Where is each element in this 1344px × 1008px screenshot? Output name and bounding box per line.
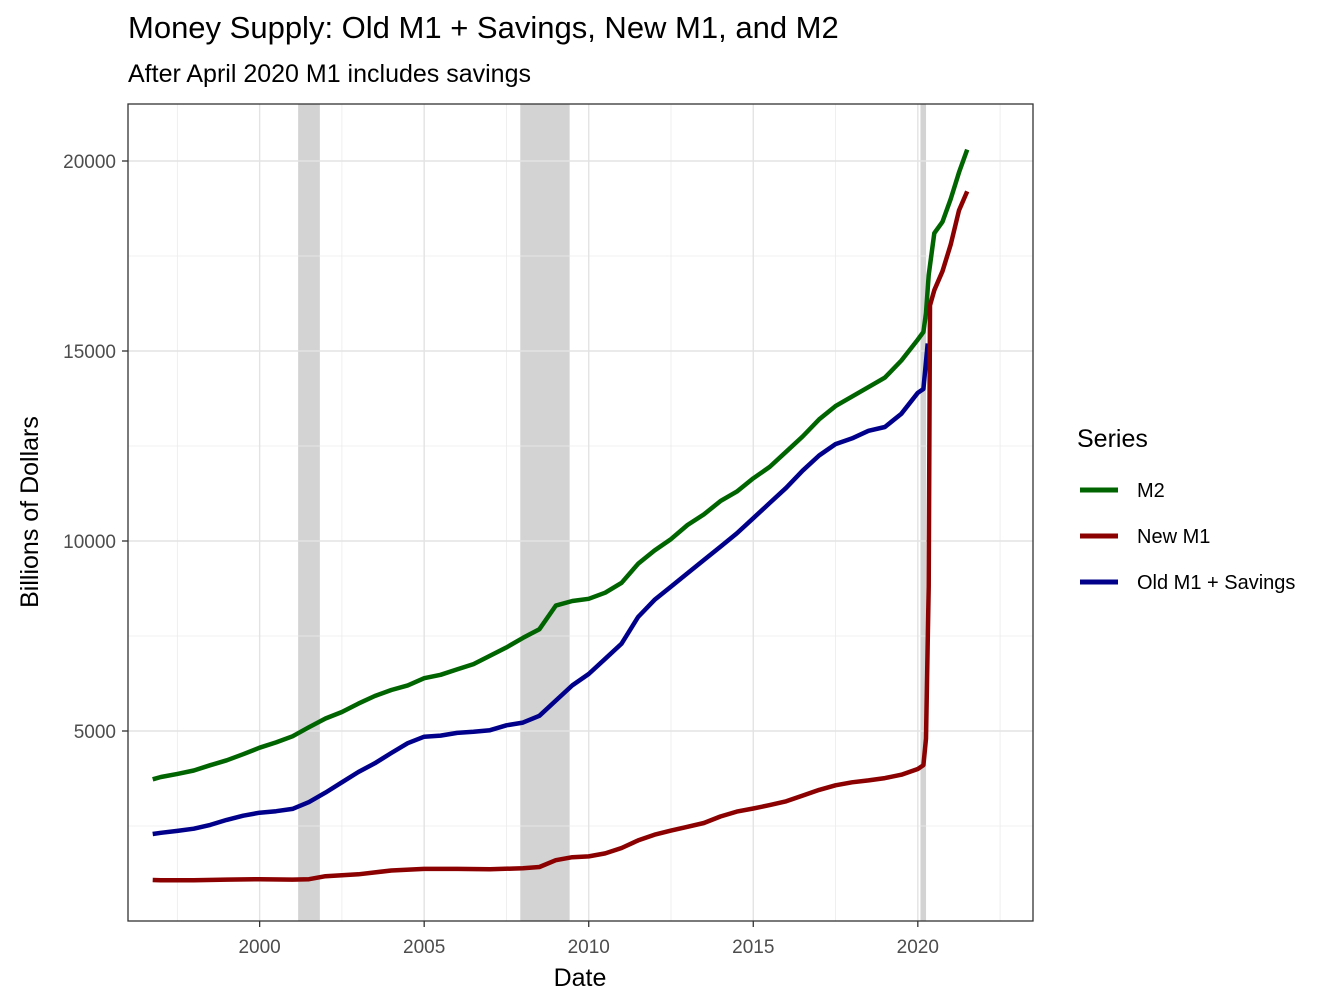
legend-label-new-m1: New M1	[1137, 526, 1210, 548]
recession-shading	[298, 104, 927, 921]
x-tick-label: 2005	[403, 937, 445, 958]
chart-subtitle: After April 2020 M1 includes savings	[128, 60, 531, 88]
x-tick-label: 2015	[732, 937, 774, 958]
grid-lines	[128, 104, 1033, 921]
series-line-m2	[152, 148, 970, 782]
recession-band-3	[920, 104, 927, 921]
y-tick-label: 15000	[63, 342, 116, 363]
x-tick-label: 2000	[238, 937, 280, 958]
series-lines	[152, 148, 970, 883]
legend-title: Series	[1077, 425, 1148, 453]
y-tick-label: 5000	[74, 722, 116, 743]
x-tick-label: 2010	[568, 937, 610, 958]
y-tick-label: 10000	[63, 532, 116, 553]
series-line-old-m1-savings	[152, 343, 930, 837]
plot-panel-border	[127, 103, 1034, 922]
x-tick-label: 2020	[897, 937, 939, 958]
legend: Series M2 New M1 Old M1 + Savings	[1077, 425, 1295, 594]
y-tick-label: 20000	[63, 152, 116, 173]
y-axis-title: Billions of Dollars	[16, 416, 44, 608]
x-axis-title: Date	[554, 964, 607, 992]
series-line-new-m1	[152, 190, 970, 883]
recession-band-1	[298, 104, 320, 921]
chart-title: Money Supply: Old M1 + Savings, New M1, …	[128, 10, 839, 45]
legend-label-old-m1-savings: Old M1 + Savings	[1137, 572, 1295, 594]
legend-label-m2: M2	[1137, 480, 1165, 502]
axis-ticks: 2000 2005 2010 2015 2020 5000 10000 15000 20000	[63, 152, 939, 958]
recession-band-2	[520, 104, 570, 921]
